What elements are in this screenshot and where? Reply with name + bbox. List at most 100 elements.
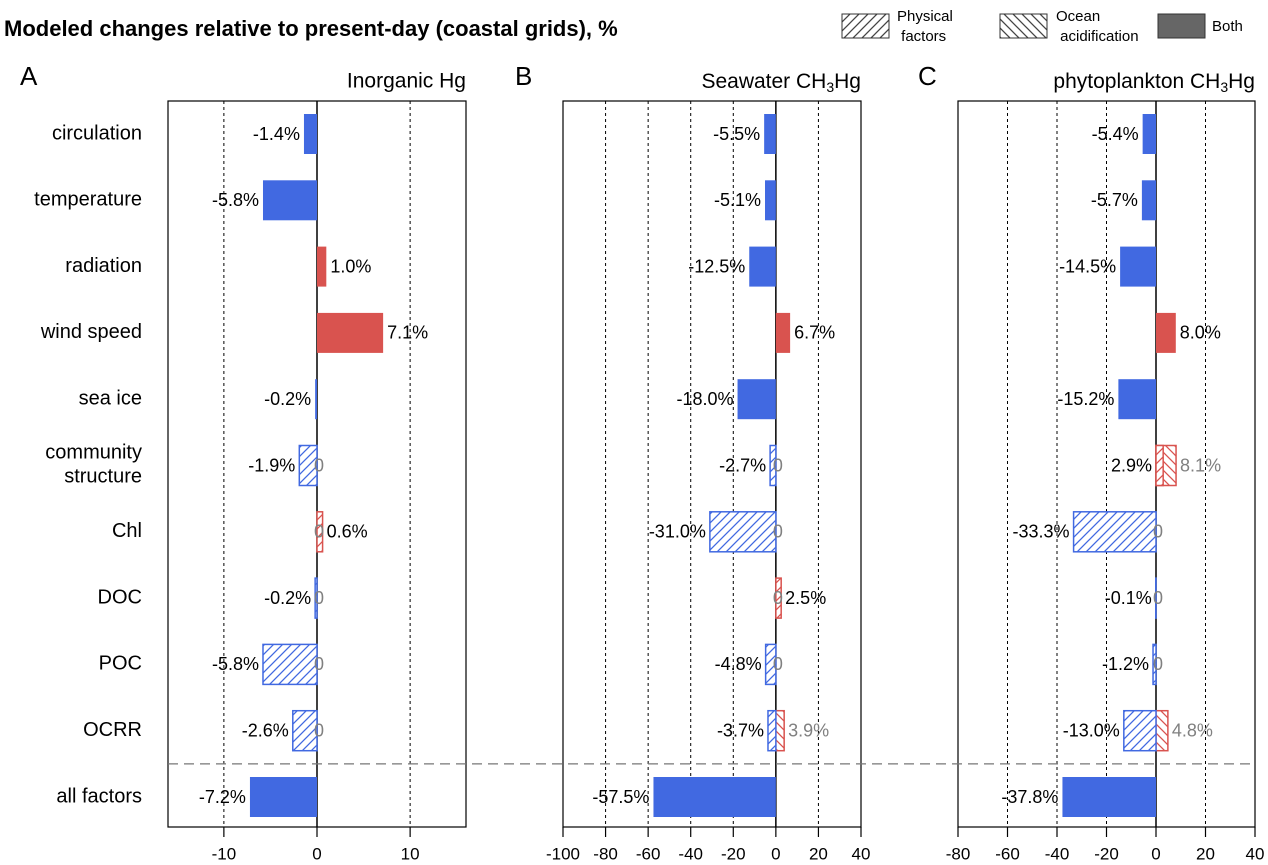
bar: [317, 246, 327, 287]
value-label: -1.9%: [248, 455, 295, 475]
legend-label: Physical factors: [897, 8, 953, 45]
value-label: -33.3%: [1013, 522, 1070, 542]
value-label: 0: [314, 522, 324, 542]
legend-swatch: [1157, 13, 1206, 39]
x-tick-label: -20: [1094, 844, 1119, 863]
bar: [317, 312, 384, 353]
legend-label: Ocean acidification: [1056, 8, 1139, 45]
panel-letter: A: [20, 61, 38, 91]
panel-letter: B: [515, 61, 532, 91]
bar: [1120, 246, 1156, 287]
legend-swatch: [999, 13, 1048, 39]
bar: [315, 379, 317, 420]
x-tick-label: 0: [312, 844, 321, 863]
bar: [1142, 114, 1156, 154]
value-label: 0.6%: [327, 522, 368, 542]
value-label: 2.9%: [1111, 455, 1152, 475]
x-tick-label: 0: [1151, 844, 1160, 863]
category-label: temperature: [34, 189, 142, 211]
panel-title: Inorganic Hg: [347, 70, 466, 93]
value-label: -18.0%: [676, 389, 733, 409]
value-label: 0: [314, 455, 324, 475]
bar: [749, 246, 776, 287]
plot-frame: [957, 100, 1256, 828]
value-label: -0.2%: [264, 389, 311, 409]
bar: [1141, 180, 1156, 221]
x-tick-label: -40: [1045, 844, 1070, 863]
x-tick-label: 40: [1246, 844, 1265, 863]
panel-title: phytoplankton CH3Hg: [1053, 70, 1255, 95]
value-label: 0: [773, 455, 783, 475]
x-tick-label: 20: [1196, 844, 1215, 863]
bar: [1156, 312, 1176, 353]
value-label: 0: [773, 522, 783, 542]
value-label: -37.8%: [1001, 787, 1058, 807]
value-label: -57.5%: [592, 787, 649, 807]
x-tick-label: 20: [809, 844, 828, 863]
value-label: 8.0%: [1180, 323, 1221, 343]
bar: [298, 444, 318, 487]
bar: [1155, 709, 1169, 752]
value-label: -3.7%: [717, 720, 764, 740]
value-label: -5.1%: [714, 190, 761, 210]
value-label: -1.4%: [253, 124, 300, 144]
bar: [767, 709, 777, 752]
panel-title: Seawater CH3Hg: [701, 70, 861, 95]
value-label: 0: [314, 720, 324, 740]
value-label: -2.7%: [719, 455, 766, 475]
bar: [1152, 643, 1157, 686]
value-label: -0.2%: [264, 588, 311, 608]
x-tick-label: -20: [721, 844, 746, 863]
value-label: -5.8%: [212, 190, 259, 210]
value-label: -5.4%: [1092, 124, 1139, 144]
legend-label: Both: [1212, 18, 1243, 35]
bar: [314, 577, 318, 619]
category-label: all factors: [56, 785, 142, 807]
bar: [303, 114, 317, 154]
x-tick-label: -80: [593, 844, 618, 863]
value-label: -31.0%: [649, 522, 706, 542]
bar: [769, 444, 777, 487]
category-label: sea ice: [79, 387, 142, 409]
x-tick-label: -10: [212, 844, 237, 863]
value-label: -7.2%: [199, 787, 246, 807]
value-label: -5.5%: [713, 124, 760, 144]
bar: [765, 180, 776, 221]
bar: [775, 577, 782, 619]
bar: [1155, 444, 1164, 487]
bar: [1118, 379, 1156, 420]
category-label: radiation: [65, 255, 142, 277]
bar: [764, 643, 777, 686]
bar: [292, 709, 318, 752]
x-tick-label: -60: [995, 844, 1020, 863]
value-label: 1.0%: [330, 256, 371, 276]
value-label: -13.0%: [1063, 720, 1120, 740]
bar: [249, 777, 317, 817]
value-label: 3.9%: [788, 720, 829, 740]
x-tick-label: -100: [546, 844, 580, 863]
category-label: DOC: [98, 586, 142, 608]
value-label: 0: [314, 588, 324, 608]
value-label: -5.8%: [212, 654, 259, 674]
bar: [1062, 777, 1156, 817]
category-label: circulation: [52, 122, 142, 144]
x-tick-label: 40: [852, 844, 871, 863]
value-label: 2.5%: [785, 588, 826, 608]
value-label: -15.2%: [1057, 389, 1114, 409]
value-label: 0: [773, 654, 783, 674]
bar: [709, 511, 777, 553]
value-label: -14.5%: [1059, 256, 1116, 276]
category-label: OCRR: [83, 719, 142, 741]
plot-frame: [562, 100, 862, 828]
category-label: community structure: [45, 442, 142, 488]
bar: [775, 709, 785, 752]
bar: [737, 379, 776, 420]
bar: [1072, 511, 1157, 553]
category-label: wind speed: [40, 321, 142, 343]
value-label: 4.8%: [1172, 720, 1213, 740]
bar: [764, 114, 776, 154]
value-label: -0.1%: [1105, 588, 1152, 608]
value-label: -2.6%: [242, 720, 289, 740]
category-label: Chl: [112, 520, 142, 542]
